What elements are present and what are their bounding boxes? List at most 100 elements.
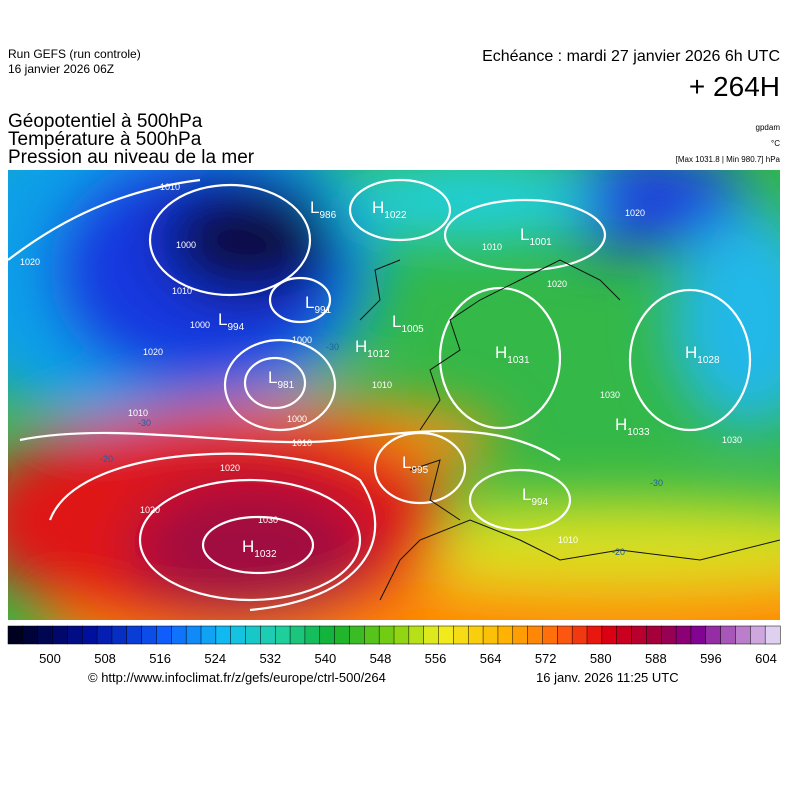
- temperature-label: -20: [100, 454, 113, 464]
- colorbar-tick-label: 572: [535, 651, 557, 666]
- center-value: 986: [319, 210, 336, 221]
- center-kind: L: [392, 312, 401, 331]
- colorbar-cell: [571, 625, 588, 645]
- colorbar-cell: [467, 625, 484, 645]
- isobar-label: 1010: [172, 286, 192, 296]
- units: gpdam °C [Max 1031.8 | Min 980.7] hPa: [676, 123, 781, 164]
- colorbar-cell: [408, 625, 425, 645]
- colorbar: 500 508 516 524 532 540 548 556 564 572 580 588 596 6…: [7, 625, 781, 666]
- validity: Echéance : mardi 27 janvier 2026 6h UTC: [482, 48, 780, 65]
- unit: gpdam: [756, 123, 781, 132]
- pressure-center: L994: [522, 485, 549, 508]
- colorbar-cell: [334, 625, 351, 645]
- center-kind: L: [522, 485, 531, 504]
- isobar-label: 1010: [482, 242, 502, 252]
- center-value: 1001: [529, 237, 552, 248]
- colorbar-tick-label: 516: [149, 651, 171, 666]
- temperature-label: -30: [138, 418, 151, 428]
- center-value: 995: [411, 465, 428, 476]
- isobar-label: 1010: [558, 535, 578, 545]
- pressure-center: L1001: [520, 225, 552, 248]
- pressure-center: L991: [305, 293, 332, 316]
- pressure-center: H1032: [242, 537, 277, 560]
- colorbar-cell: [512, 625, 529, 645]
- colorbar-cell: [557, 625, 573, 645]
- center-value: 994: [227, 322, 244, 333]
- colorbar-tick-label: 500: [39, 651, 61, 666]
- colorbar-cell: [601, 625, 618, 645]
- colorbar-cell: [230, 625, 247, 645]
- isobar-label: 1020: [220, 463, 240, 473]
- lead-time: + 264H: [689, 71, 780, 102]
- center-value: 991: [314, 305, 331, 316]
- colorbar-cell: [96, 625, 113, 645]
- colorbar-cell: [22, 625, 39, 645]
- center-value: 1031: [507, 355, 530, 366]
- isobar-label: 1010: [292, 438, 312, 448]
- colorbar-cell: [586, 625, 603, 645]
- temperature-label: -20: [612, 547, 625, 557]
- center-kind: L: [268, 368, 277, 387]
- pressure-center: L995: [402, 453, 429, 476]
- colorbar-cell: [690, 625, 707, 645]
- colorbar-cell: [260, 625, 276, 645]
- isobar-label: 1030: [722, 435, 742, 445]
- pressure-center: L1005: [392, 312, 424, 335]
- field-name: Pression au niveau de la mer: [8, 147, 255, 168]
- isobar-label: 1030: [258, 515, 278, 525]
- isobar-label: 1020: [547, 279, 567, 289]
- colorbar-cell: [542, 625, 558, 645]
- colorbar-cell: [245, 625, 261, 645]
- colorbar-cell: [482, 625, 499, 645]
- isobar-label: 1010: [128, 408, 148, 418]
- colorbar-cell: [349, 625, 365, 645]
- colorbar-tick-label: 524: [204, 651, 226, 666]
- isobar-label: 1010: [160, 182, 180, 192]
- center-value: 981: [277, 380, 294, 391]
- center-kind: H: [355, 337, 367, 356]
- center-kind: L: [218, 310, 227, 329]
- colorbar-cell: [37, 625, 54, 645]
- pressure-center: H1012: [355, 337, 390, 360]
- isobar-label: 1020: [143, 347, 163, 357]
- colorbar-cell: [393, 625, 410, 645]
- colorbar-cell: [289, 625, 306, 645]
- colorbar-cell: [720, 625, 737, 645]
- field-name: Géopotentiel à 500hPa: [8, 111, 203, 132]
- colorbar-cell: [156, 625, 172, 645]
- colorbar-cell: [527, 625, 544, 645]
- colorbar-cell: [319, 625, 336, 645]
- center-kind: H: [685, 343, 697, 362]
- colorbar-tick-label: 556: [425, 651, 447, 666]
- colorbar-cell: [364, 625, 380, 645]
- run-date: 16 janvier 2026 06Z: [8, 62, 114, 76]
- colorbar-cell: [764, 625, 781, 645]
- colorbar-cell: [126, 625, 143, 645]
- colorbar-cell: [616, 625, 633, 645]
- unit: °C: [771, 139, 780, 148]
- center-value: 1005: [401, 324, 424, 335]
- isobar-label: 1010: [372, 380, 392, 390]
- colorbar-cell: [646, 625, 662, 645]
- center-kind: H: [242, 537, 254, 556]
- colorbar-tick-label: 548: [370, 651, 392, 666]
- colorbar-tick-label: 540: [315, 651, 337, 666]
- center-kind: L: [305, 293, 314, 312]
- colorbar-cell: [660, 625, 677, 645]
- pressure-center: H1022: [372, 198, 407, 221]
- pressure-center: L981: [268, 368, 295, 391]
- isobar-label: 1000: [176, 240, 196, 250]
- center-value: 1022: [384, 210, 407, 221]
- colorbar-cell: [750, 625, 766, 645]
- colorbar-cell: [185, 625, 202, 645]
- isobar-label: 1020: [20, 257, 40, 267]
- center-value: 1032: [254, 549, 277, 560]
- isobar-label: 1000: [190, 320, 210, 330]
- colorbar-cell: [438, 625, 454, 645]
- colorbar-cell: [705, 625, 722, 645]
- colorbar-tick-label: 596: [700, 651, 722, 666]
- colorbar-cell: [141, 625, 158, 645]
